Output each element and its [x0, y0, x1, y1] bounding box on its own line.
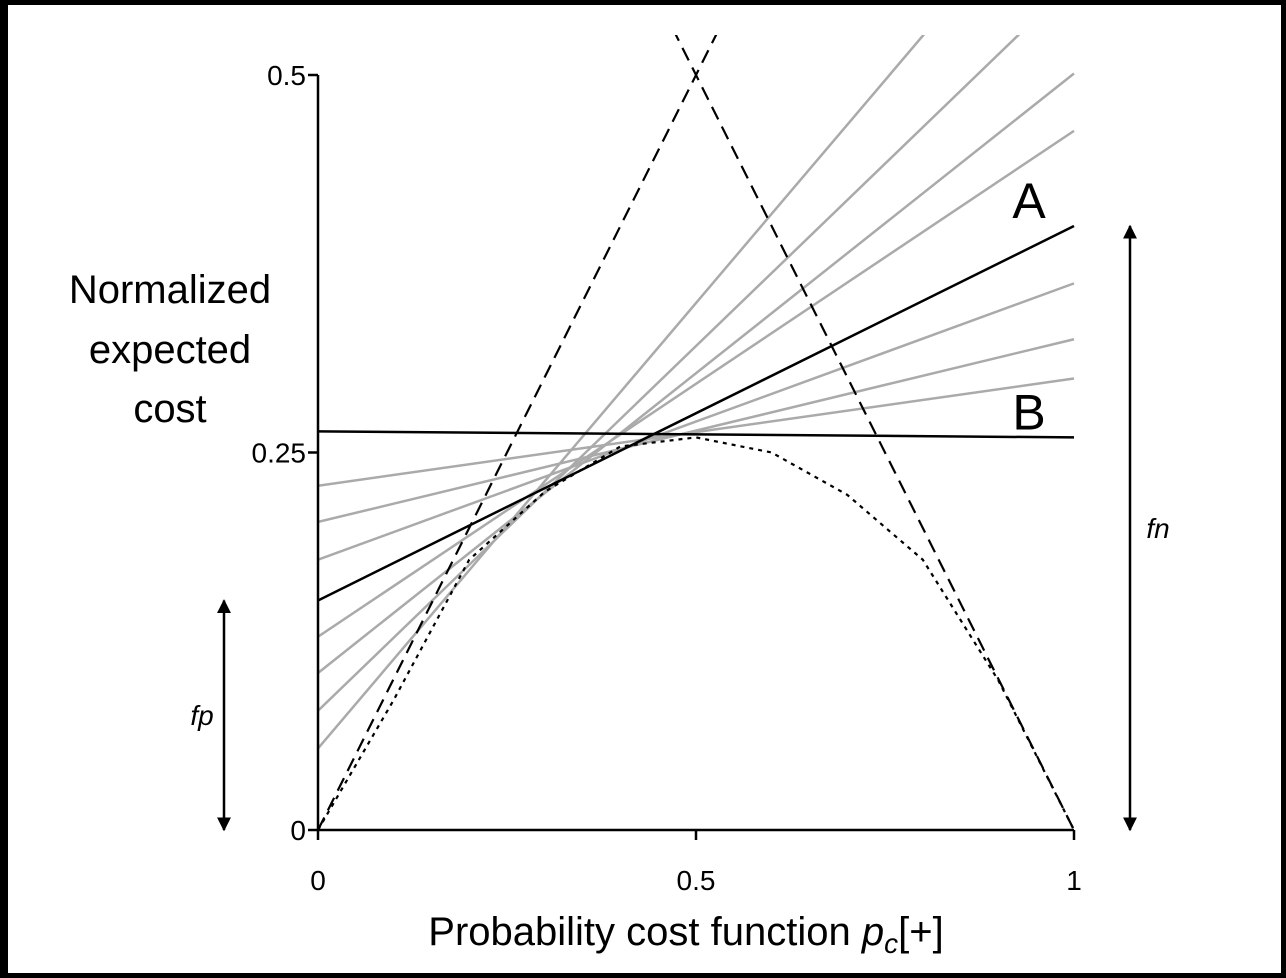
x-tick-label: 0 [310, 865, 326, 896]
y-axis-label: Normalized [69, 268, 271, 312]
arrow-label: fn [1146, 513, 1169, 544]
x-axis-label-subscript: c [884, 928, 898, 959]
arrow-label: fp [190, 700, 213, 731]
cost-line [318, 282, 1075, 561]
y-axis-label: expected [89, 328, 251, 372]
y-tick-label: 0.25 [252, 438, 307, 469]
x-tick-label: 0.5 [677, 865, 716, 896]
cost-line [318, 129, 1075, 638]
x-tick-label: 1 [1066, 865, 1082, 896]
x-axis-label-suffix: [+] [898, 910, 944, 954]
x-axis-label-text: Probability cost function [428, 910, 850, 954]
y-tick-label: 0 [290, 815, 306, 846]
x-axis-label-symbol: p [861, 910, 884, 954]
cost-line [318, 35, 1021, 712]
cost-line [674, 35, 1075, 831]
y-axis-label: cost [133, 387, 206, 431]
cost-line [318, 338, 1075, 524]
y-tick-label: 0.5 [267, 60, 306, 91]
cost-line [318, 224, 1075, 602]
line-label: A [1012, 173, 1046, 229]
cost-line [318, 72, 1075, 674]
plot-area [318, 35, 1075, 831]
cost-line [318, 377, 1075, 487]
line-label: B [1012, 384, 1045, 440]
background [8, 5, 1281, 973]
cost-line [318, 430, 1075, 439]
cost-line [318, 35, 926, 750]
x-axis-label: Probability cost function pc[+] [428, 910, 943, 959]
